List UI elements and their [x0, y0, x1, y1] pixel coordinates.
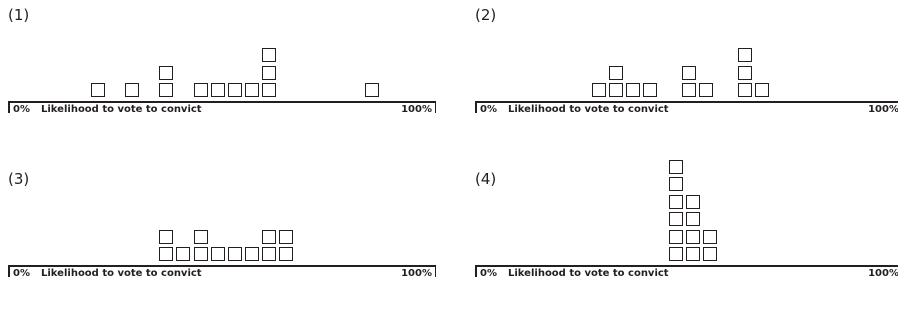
x-axis-title: Likelihood to vote to convict — [508, 104, 669, 115]
data-point — [699, 83, 714, 97]
data-point — [193, 247, 208, 261]
data-point — [176, 247, 191, 261]
x-axis-tick-right — [434, 101, 436, 113]
data-point — [279, 229, 294, 244]
data-point — [626, 83, 641, 97]
x-axis-min-label: 0% — [480, 104, 497, 115]
chart-panel-4: (4) 0% Likelihood to vote to convict 100% — [475, 159, 898, 320]
x-axis-tick-left — [475, 265, 477, 277]
data-point — [90, 83, 105, 97]
data-point — [643, 83, 658, 97]
x-axis-min-label: 0% — [13, 104, 30, 115]
panel-label: (1) — [8, 6, 30, 24]
data-point — [210, 83, 225, 97]
data-point — [159, 247, 174, 261]
data-point — [754, 83, 769, 97]
data-point — [262, 48, 277, 62]
data-point — [686, 194, 701, 209]
data-point — [609, 65, 624, 80]
x-axis-min-label: 0% — [480, 268, 497, 279]
x-axis-tick-right — [434, 265, 436, 277]
chart-panel-1: (1) 0% Likelihood to vote to convict 100% — [8, 6, 438, 156]
data-point — [262, 229, 277, 244]
data-point — [682, 65, 696, 80]
data-point — [244, 83, 259, 97]
data-point — [682, 83, 696, 97]
panel-label: (3) — [8, 170, 30, 188]
data-point — [227, 83, 242, 97]
x-axis-title: Likelihood to vote to convict — [41, 104, 202, 115]
x-axis-tick-left — [8, 101, 10, 113]
data-point — [262, 83, 277, 97]
data-point — [686, 229, 701, 244]
x-axis-line — [475, 265, 898, 267]
chart-panel-3: (3) 0% Likelihood to vote to convict 100% — [8, 170, 438, 320]
x-axis-tick-left — [8, 265, 10, 277]
x-axis-max-label: 100% — [401, 104, 432, 115]
data-point — [669, 194, 684, 209]
data-point — [737, 48, 752, 62]
x-axis-min-label: 0% — [13, 268, 30, 279]
x-axis-title: Likelihood to vote to convict — [41, 268, 202, 279]
data-point — [686, 247, 701, 261]
data-point — [244, 247, 259, 261]
data-point — [125, 83, 140, 97]
data-point — [669, 247, 684, 261]
data-point — [669, 229, 684, 244]
data-point — [159, 83, 174, 97]
data-point — [609, 83, 624, 97]
chart-panel-2: (2) 0% Likelihood to vote to convict 100% — [475, 6, 898, 156]
data-point — [669, 177, 684, 191]
data-point — [669, 159, 684, 174]
x-axis-title: Likelihood to vote to convict — [508, 268, 669, 279]
data-point — [686, 212, 701, 226]
data-point — [703, 229, 718, 244]
x-axis-line — [475, 101, 898, 103]
data-point — [279, 247, 294, 261]
data-point — [262, 247, 277, 261]
x-axis-max-label: 100% — [868, 104, 898, 115]
x-axis-max-label: 100% — [868, 268, 898, 279]
data-point — [159, 229, 174, 244]
data-point — [193, 229, 208, 244]
data-point — [703, 247, 718, 261]
panel-label: (2) — [475, 6, 497, 24]
x-axis-max-label: 100% — [401, 268, 432, 279]
data-point — [669, 212, 684, 226]
x-axis-tick-left — [475, 101, 477, 113]
data-point — [737, 65, 752, 80]
x-axis-line — [8, 265, 436, 267]
data-point — [737, 83, 752, 97]
data-point — [592, 83, 607, 97]
panel-label: (4) — [475, 170, 497, 188]
data-point — [159, 65, 174, 80]
data-point — [193, 83, 208, 97]
data-point — [262, 65, 277, 80]
data-point — [227, 247, 242, 261]
data-point — [210, 247, 225, 261]
x-axis-line — [8, 101, 436, 103]
data-point — [364, 83, 379, 97]
